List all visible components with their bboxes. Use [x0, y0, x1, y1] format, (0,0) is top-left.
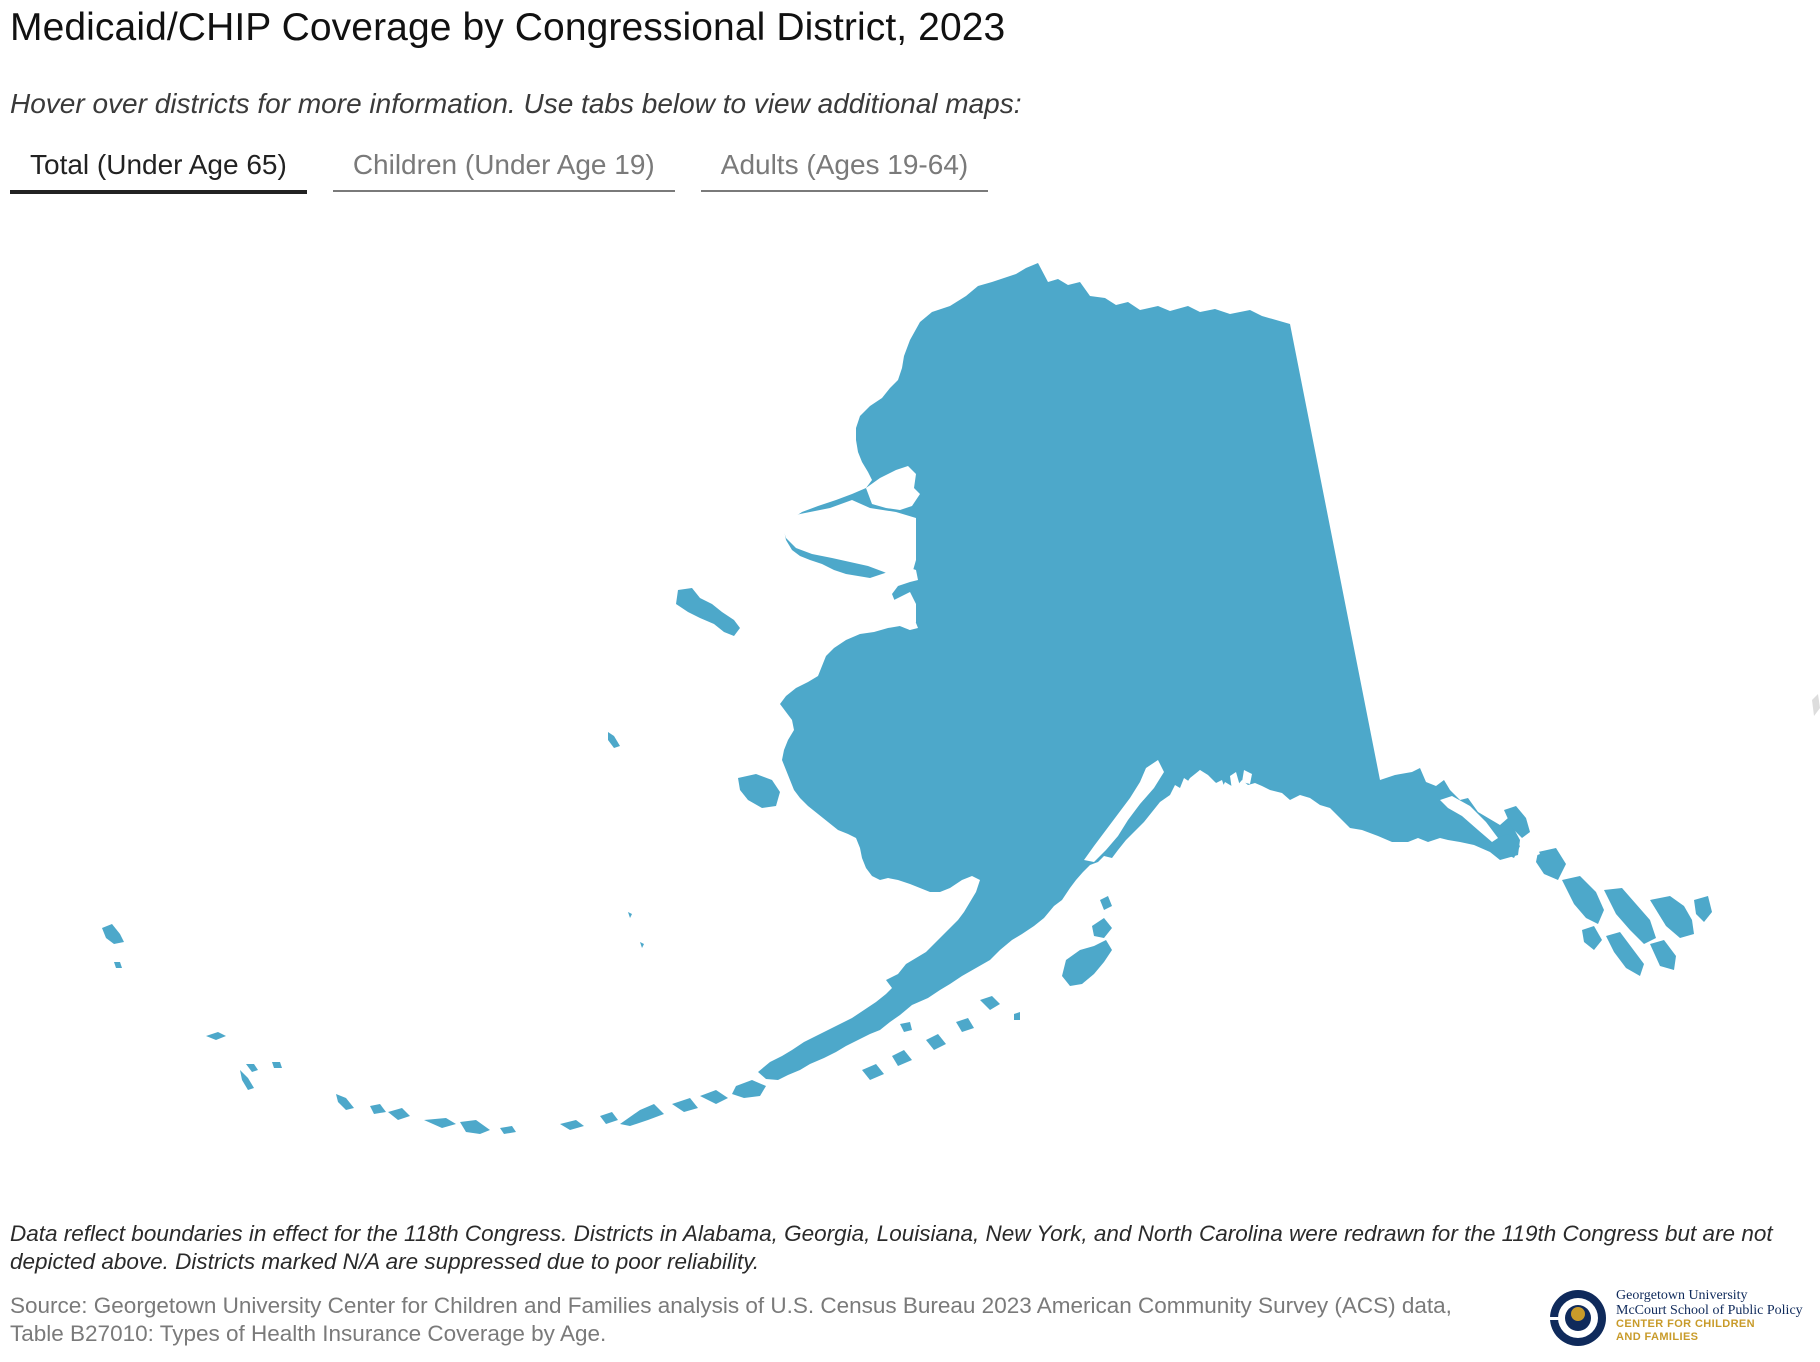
district-alaska-at-large[interactable]: [758, 263, 1520, 1080]
logo-line-center: CENTER FOR CHILDREN: [1616, 1318, 1755, 1330]
tab-adults-19-64[interactable]: Adults (Ages 19-64): [700, 146, 989, 192]
logo-line-university: Georgetown University: [1616, 1288, 1748, 1303]
footnote: Data reflect boundaries in effect for th…: [10, 1221, 1773, 1274]
logo-line-families: AND FAMILIES: [1616, 1331, 1699, 1343]
logo-line-school: McCourt School of Public Policy: [1616, 1303, 1803, 1318]
georgetown-emblem-icon: [1550, 1290, 1606, 1346]
alaska-map: [102, 263, 1820, 1134]
source-note: Source: Georgetown University Center for…: [10, 1293, 1452, 1346]
tab-total-under-65[interactable]: Total (Under Age 65): [10, 146, 307, 194]
page-subtitle: Hover over districts for more informatio…: [10, 88, 1022, 119]
tab-children-under-19[interactable]: Children (Under Age 19): [332, 146, 675, 192]
map-tabs: Total (Under Age 65) Children (Under Age…: [10, 146, 989, 194]
page-title: Medicaid/CHIP Coverage by Congressional …: [10, 6, 1006, 49]
georgetown-ccf-logo[interactable]: Georgetown University McCourt School of …: [1548, 1286, 1818, 1352]
